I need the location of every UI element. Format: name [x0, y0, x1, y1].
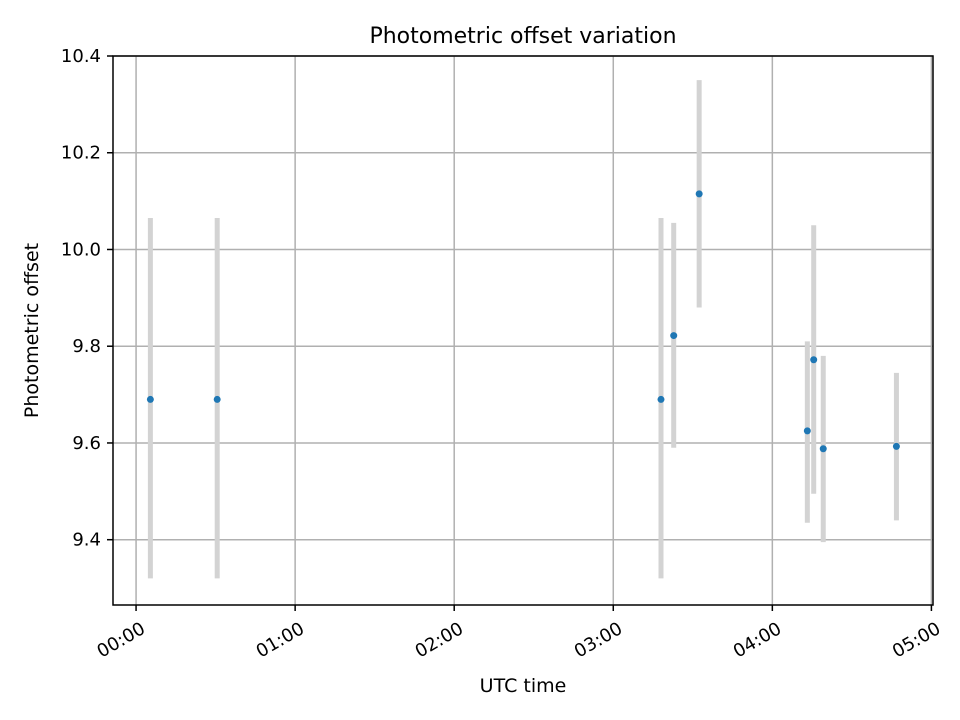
data-point	[146, 395, 154, 403]
x-tick-label: 05:00	[889, 618, 944, 662]
y-tick-label: 10.0	[61, 239, 101, 260]
x-tick-label: 04:00	[730, 618, 785, 662]
x-axis-label: UTC time	[480, 675, 567, 697]
y-tick-label: 9.6	[72, 433, 101, 454]
error-bars	[147, 80, 899, 579]
y-tick-label: 9.4	[72, 530, 101, 551]
data-point	[670, 332, 678, 340]
data-point	[657, 395, 665, 403]
plot-area-frame	[112, 55, 934, 606]
data-point	[213, 395, 221, 403]
x-tick-label: 02:00	[412, 618, 467, 662]
data-points	[146, 190, 900, 453]
y-axis-label: Photometric offset	[21, 243, 43, 418]
data-point	[803, 427, 811, 435]
x-tick-label: 00:00	[94, 618, 149, 662]
x-tick-label: 01:00	[253, 618, 308, 662]
data-point	[695, 190, 703, 198]
y-tick-label: 9.8	[72, 336, 101, 357]
data-point	[819, 445, 827, 453]
data-point	[892, 442, 900, 450]
y-tick-label: 10.2	[61, 143, 101, 164]
data-point	[810, 356, 818, 364]
y-tick-label: 10.4	[61, 46, 101, 67]
x-tick-label: 03:00	[571, 618, 626, 662]
chart-title: Photometric offset variation	[369, 24, 676, 49]
grid-lines	[113, 55, 933, 605]
